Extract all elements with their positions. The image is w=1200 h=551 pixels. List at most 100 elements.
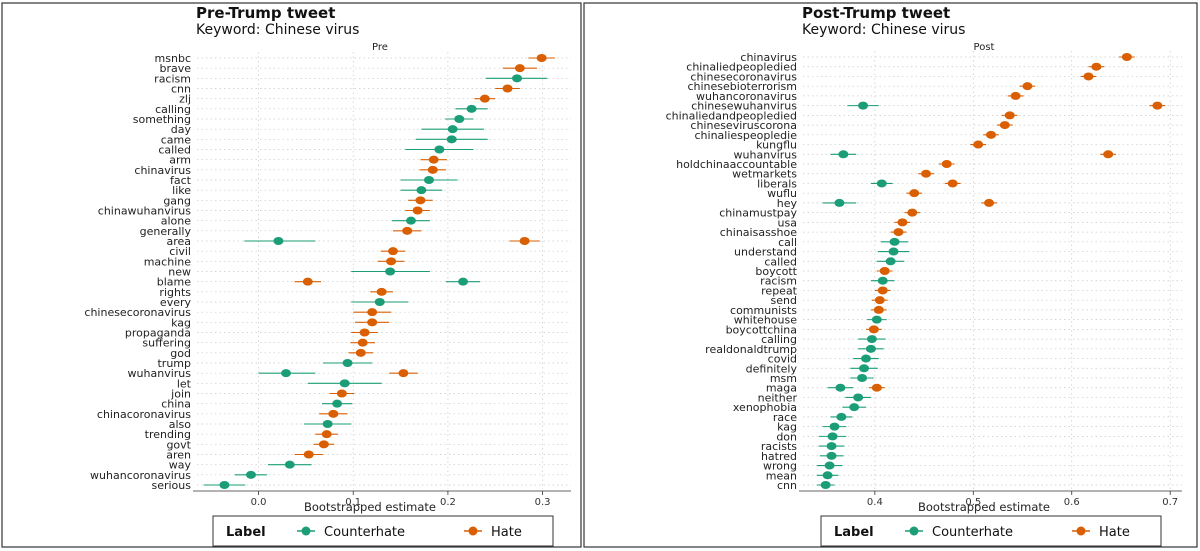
- post-hate-point-wuhanvirus: [1103, 150, 1114, 159]
- post-y-tick-label: chineseviruscorona: [690, 119, 797, 132]
- pre-facet-strip: Pre: [372, 42, 388, 53]
- post-y-tick-label: holdchinaaccountable: [676, 158, 797, 171]
- post-hate-point-boycottchina: [868, 325, 879, 334]
- pre-hate-point-area: [519, 237, 530, 245]
- post-y-tick-label: chinaliedpeopledied: [686, 61, 797, 74]
- pre-y-tick-label: like: [172, 184, 191, 197]
- pre-counterhate-point-alone: [405, 216, 416, 225]
- post-y-tick-label: neither: [758, 391, 798, 404]
- post-hate-point-chinaliedpeopledied: [1091, 62, 1102, 71]
- post-counterhate-point-racism: [877, 276, 888, 285]
- pre-counterhate-point-serious: [219, 481, 230, 489]
- post-y-tick-label: send: [771, 294, 797, 307]
- post-hate-point-chinaisasshoe: [893, 228, 904, 237]
- post-y-tick-label: msm: [770, 372, 797, 385]
- post-counterhate-point-wuhanvirus: [838, 150, 849, 159]
- pre-y-tick-label: also: [169, 418, 192, 431]
- pre-y-tick-label: chinacoronavirus: [97, 408, 191, 421]
- pre-legend-counterhate-marker: [301, 526, 311, 536]
- pre-hate-point-machine: [386, 257, 397, 266]
- pre-y-tick-label: suffering: [142, 337, 191, 350]
- pre-y-tick-label: area: [166, 235, 191, 248]
- pre-y-tick-label: wuhancoronavirus: [90, 469, 191, 482]
- post-hate-point-boycott: [879, 267, 890, 275]
- pre-y-tick-label: civil: [169, 245, 191, 258]
- post-hate-point-repeat: [877, 286, 888, 295]
- pre-counterhate-point-racism: [512, 74, 523, 83]
- pre-x-tick-label: 0.0: [251, 497, 267, 508]
- pre-y-tick-label: wuhanvirus: [128, 367, 192, 380]
- pre-counterhate-point-wuhancoronavirus: [245, 470, 256, 479]
- pre-hate-point-join: [336, 389, 347, 398]
- pre-y-tick-label: blame: [157, 276, 191, 289]
- post-y-tick-label: mean: [766, 469, 797, 482]
- pre-hate-point-chinacoronavirus: [328, 409, 339, 418]
- pre-hate-point-kag: [367, 318, 378, 327]
- post-hate-point-chinaliedandpeopledied: [1004, 111, 1015, 120]
- post-legend-counterhate-label: Counterhate: [932, 525, 1013, 540]
- pre-y-tick-label: govt: [166, 438, 191, 451]
- pre-hate-point-chinavirus: [427, 165, 438, 174]
- post-counterhate-point-racists: [826, 442, 837, 451]
- pre-y-tick-label: trending: [145, 428, 191, 441]
- post-y-tick-label: chinaliespeopledie: [695, 129, 798, 142]
- post-y-tick-label: boycottchina: [726, 323, 797, 336]
- post-y-tick-label: covid: [768, 353, 797, 366]
- post-counterhate-point-kag: [829, 422, 840, 431]
- pre-y-tick-label: chinawuhanvirus: [98, 205, 192, 218]
- post-y-tick-label: racism: [760, 275, 797, 288]
- pre-y-tick-label: day: [171, 123, 192, 136]
- post-hate-point-chinavirus: [1121, 53, 1132, 61]
- post-hate-point-chinesebioterrorism: [1022, 82, 1033, 91]
- pre-counterhate-point-blame: [458, 277, 469, 286]
- pre-legend-counterhate-label: Counterhate: [324, 525, 405, 540]
- post-hate-point-chinamustpay: [907, 208, 918, 217]
- post-y-tick-label: wuhancoronavirus: [696, 90, 797, 103]
- post-y-tick-label: chinesebioterrorism: [687, 80, 797, 93]
- pre-hate-point-civil: [387, 247, 398, 256]
- post-counterhate-point-neither: [853, 393, 864, 402]
- post-y-tick-label: realdonaldtrump: [705, 343, 797, 356]
- post-y-tick-label: racists: [761, 440, 797, 453]
- pre-x-axis-title: Bootstrapped estimate: [304, 500, 436, 514]
- pre-y-tick-label: chinesecoronavirus: [84, 306, 191, 319]
- post-y-tick-label: wuflu: [767, 187, 797, 200]
- post-counterhate-point-realdonaldtrump: [865, 344, 876, 353]
- post-x-tick-label: 0.5: [965, 497, 981, 508]
- post-counterhate-point-definitely: [859, 364, 870, 373]
- post-hate-point-holdchinaaccountable: [941, 160, 952, 168]
- post-y-tick-label: race: [773, 411, 797, 424]
- post-y-tick-label: kag: [777, 421, 797, 434]
- post-hate-point-hey: [984, 198, 995, 207]
- pre-hate-point-arm: [428, 155, 439, 164]
- post-counterhate-point-understand: [888, 247, 899, 256]
- post-x-axis-title: Bootstrapped estimate: [918, 500, 1050, 514]
- post-x-tick-label: 0.6: [1064, 497, 1080, 508]
- post-y-tick-label: whitehouse: [734, 314, 798, 327]
- pre-chart-title: Pre-Trump tweet: [196, 4, 335, 22]
- pre-y-tick-label: gang: [163, 194, 191, 207]
- pre-y-tick-label: propaganda: [125, 327, 191, 340]
- pre-y-tick-label: kag: [171, 316, 191, 329]
- post-counterhate-point-whitehouse: [871, 315, 882, 324]
- post-y-tick-label: chinamustpay: [719, 207, 797, 220]
- pre-x-tick-label: 0.3: [535, 497, 551, 508]
- pre-counterhate-point-every: [374, 298, 385, 306]
- pre-y-tick-label: something: [133, 113, 191, 126]
- pre-counterhate-point-also: [322, 420, 333, 428]
- pre-counterhate-point-trump: [342, 359, 353, 367]
- post-y-tick-label: definitely: [746, 362, 798, 375]
- pre-hate-point-propaganda: [359, 328, 370, 337]
- pre-hate-point-chinesecoronavirus: [367, 308, 378, 317]
- pre-hate-point-chinawuhanvirus: [412, 206, 423, 215]
- pre-counterhate-point-calling: [466, 104, 477, 113]
- post-hate-point-maga: [871, 383, 882, 392]
- pre-y-tick-label: serious: [151, 479, 191, 492]
- pre-counterhate-point-area: [273, 237, 284, 245]
- pre-hate-point-msnbc: [536, 54, 547, 62]
- pre-counterhate-point-way: [284, 460, 295, 469]
- post-y-tick-label: chinesecoronavirus: [690, 70, 797, 83]
- pre-y-tick-label: zlj: [179, 93, 191, 106]
- pre-y-tick-label: aren: [166, 449, 191, 462]
